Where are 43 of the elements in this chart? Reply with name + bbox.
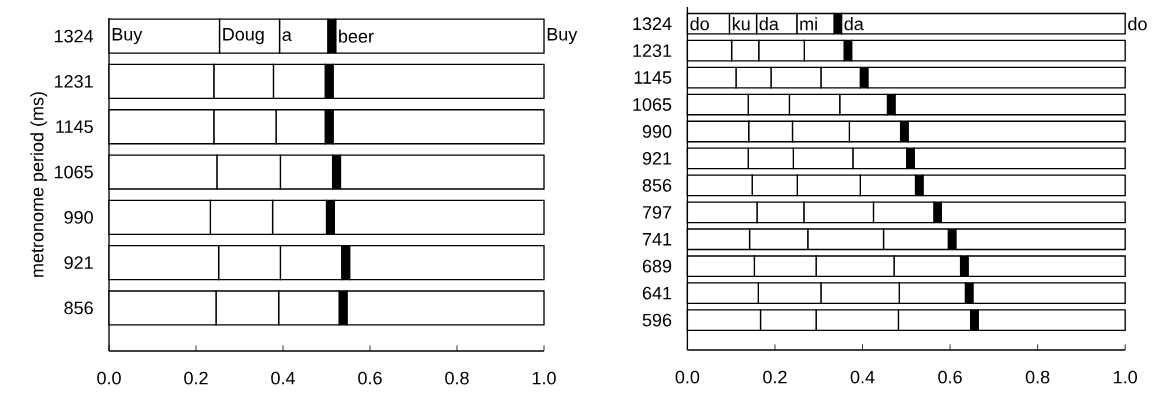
y-tick-label: 1145 [56, 120, 93, 133]
x-tick-label: 0.6 [938, 370, 962, 384]
y-tick-label: 1324 [633, 17, 672, 31]
x-tick-label: 0.0 [675, 370, 700, 384]
x-tick-label: 0.8 [445, 371, 469, 385]
x-tick-label: 0.2 [184, 371, 208, 385]
y-tick-label: 1065 [54, 165, 93, 179]
y-tick-label: 1231 [54, 75, 93, 88]
x-tick-label: 0.6 [358, 371, 382, 385]
y-tick-label: 921 [642, 152, 672, 165]
annotation: do [690, 17, 709, 31]
x-tick-label: 1.0 [532, 371, 556, 385]
y-tick-label: 641 [642, 286, 672, 300]
x-tick-label: 0.8 [1025, 370, 1050, 384]
y-tick-label: 990 [64, 210, 93, 224]
annotation: Buy [547, 28, 578, 45]
y-tick-label: 1324 [54, 29, 94, 43]
x-tick-label: 1.0 [1114, 370, 1137, 384]
y-tick-label: 1065 [633, 98, 672, 111]
y-tick-label: 797 [642, 205, 672, 219]
annotation: a [282, 31, 292, 42]
annotation: Buy [112, 28, 143, 45]
y-tick-label: 1231 [633, 44, 672, 58]
annotation: do [1128, 17, 1147, 31]
annotation: da [759, 17, 779, 31]
x-tick-label: 0.4 [271, 371, 296, 385]
y-axis-title: metronome period (ms) [30, 92, 48, 277]
y-tick-label: 596 [642, 313, 672, 327]
y-tick-label: 856 [64, 301, 93, 315]
y-tick-label: 1145 [634, 71, 672, 84]
x-tick-label: 0.2 [763, 370, 787, 384]
y-tick-label: 856 [642, 179, 672, 192]
y-tick-label: 921 [64, 256, 93, 270]
annotation: beer [339, 29, 374, 43]
annotation: da [844, 17, 864, 31]
x-tick-label: 0.0 [97, 371, 121, 385]
annotation: mi [800, 17, 817, 31]
x-tick-label: 0.4 [850, 370, 875, 384]
annotation: ku [732, 17, 750, 31]
annotation: Doug [223, 28, 264, 45]
y-tick-label: 689 [642, 259, 672, 273]
y-tick-label: 741 [642, 233, 672, 246]
y-tick-label: 990 [642, 125, 672, 138]
